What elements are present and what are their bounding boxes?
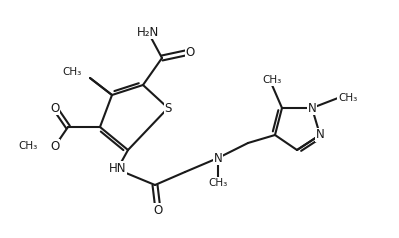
Text: CH₃: CH₃	[338, 93, 357, 103]
Text: S: S	[164, 101, 172, 114]
Text: O: O	[186, 45, 195, 59]
Text: O: O	[50, 139, 59, 153]
Text: HN: HN	[109, 162, 127, 174]
Text: O: O	[50, 101, 59, 114]
Text: CH₃: CH₃	[18, 141, 38, 151]
Text: CH₃: CH₃	[263, 75, 282, 85]
Text: H₂N: H₂N	[137, 25, 159, 39]
Text: CH₃: CH₃	[208, 178, 227, 188]
Text: N: N	[213, 152, 222, 164]
Text: N: N	[316, 129, 324, 142]
Text: N: N	[308, 101, 316, 114]
Text: O: O	[153, 203, 163, 217]
Text: CH₃: CH₃	[63, 67, 82, 77]
